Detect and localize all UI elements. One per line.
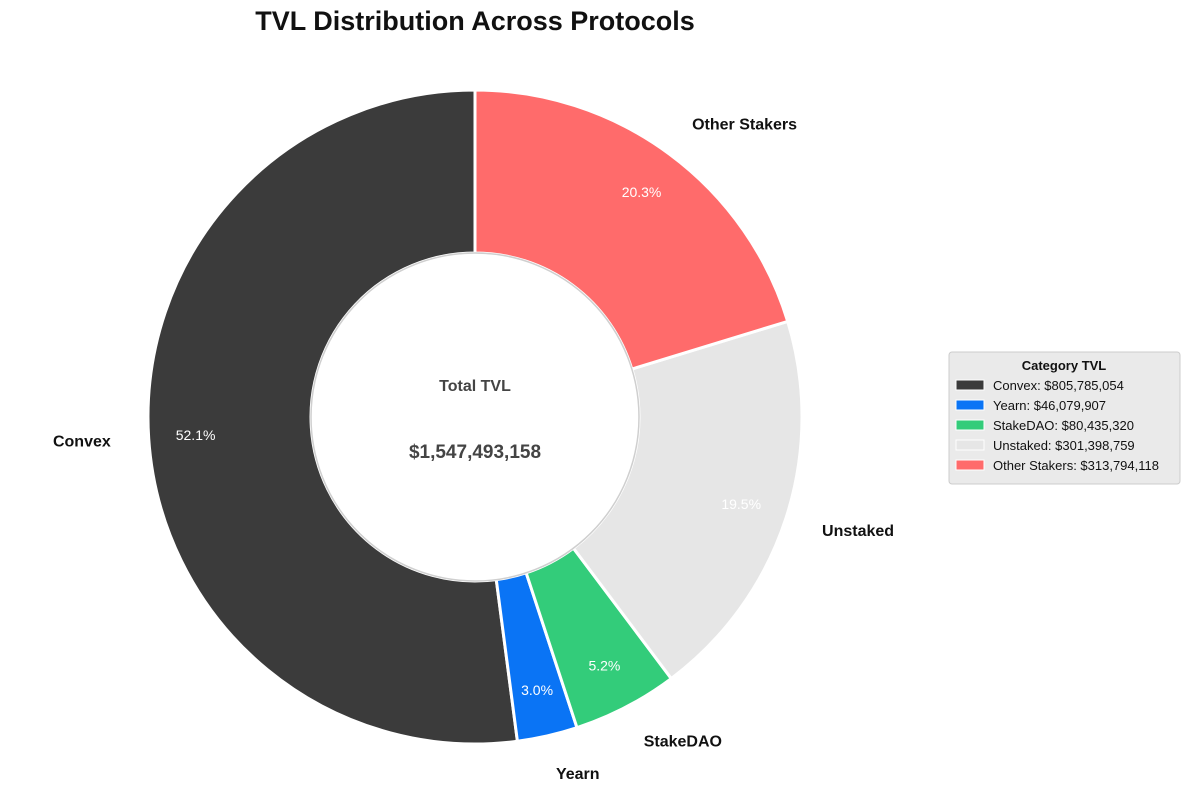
legend-frame [948, 351, 1181, 485]
legend-swatch-other-stakers [955, 459, 985, 471]
legend-entry-unstaked: Unstaked: $301,398,759 [993, 438, 1135, 453]
category-label-convex: Convex [53, 434, 111, 451]
category-label-yearn: Yearn [556, 766, 600, 783]
legend-entry-other-stakers: Other Stakers: $313,794,118 [993, 458, 1159, 473]
percent-label-other-stakers: 20.3% [622, 184, 662, 200]
percent-label-yearn: 3.0% [521, 682, 553, 698]
donut-inner-ring [310, 252, 640, 582]
category-label-other-stakers: Other Stakers [692, 117, 797, 134]
legend-swatch-convex [955, 379, 985, 391]
slice-convex [146, 88, 520, 746]
pie-slices [146, 88, 804, 746]
legend-title: Category TVL [1022, 358, 1107, 373]
center-total-value: $1,547,493,158 [409, 442, 541, 463]
legend-entry-convex: Convex: $805,785,054 [993, 378, 1124, 393]
percent-labels: 52.1% 3.0% 5.2% 19.5% 20.3% [176, 184, 761, 698]
legend-swatch-unstaked [955, 439, 985, 451]
category-label-stakedao: StakeDAO [644, 734, 722, 751]
legend-entries: Convex: $805,785,054 Yearn: $46,079,907 St… [955, 378, 1159, 473]
legend-entry-yearn: Yearn: $46,079,907 [993, 398, 1106, 413]
percent-label-unstaked: 19.5% [721, 496, 761, 512]
center-title: Total TVL [439, 378, 511, 395]
legend-swatch-stakedao [955, 419, 985, 431]
percent-label-convex: 52.1% [176, 427, 216, 443]
category-label-unstaked: Unstaked [822, 523, 894, 540]
category-labels: Convex Yearn StakeDAO Unstaked Other Stakers [53, 117, 894, 783]
legend-entry-stakedao: StakeDAO: $80,435,320 [993, 418, 1134, 433]
percent-label-stakedao: 5.2% [588, 657, 620, 673]
legend: Category TVL Convex: $805,785,054 Yearn: … [948, 351, 1181, 485]
legend-swatch-yearn [955, 399, 985, 411]
chart-title: TVL Distribution Across Protocols [255, 6, 695, 36]
